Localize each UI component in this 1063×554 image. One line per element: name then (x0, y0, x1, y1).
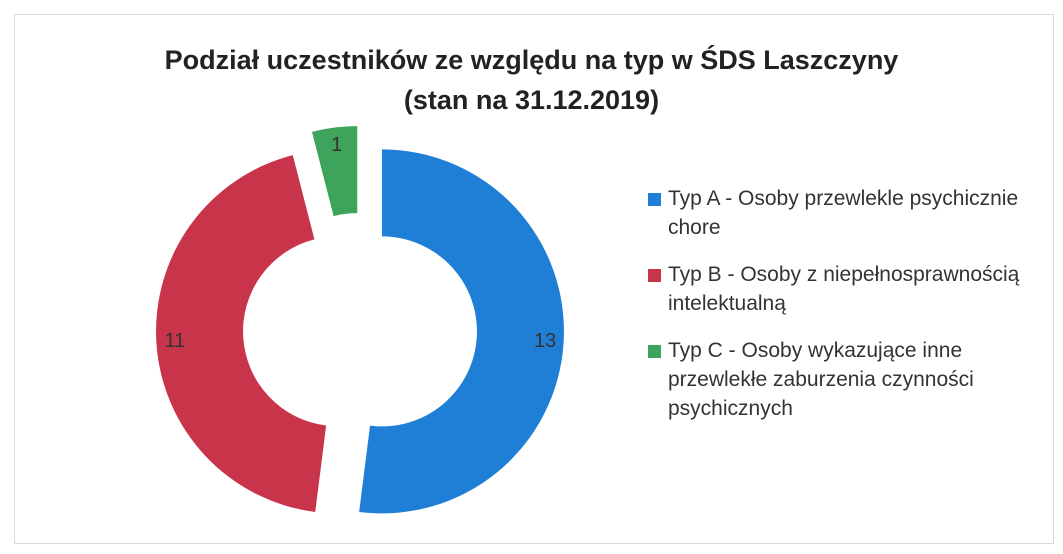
donut-slice (359, 149, 564, 514)
donut-slice (311, 126, 358, 217)
legend-swatch (648, 269, 661, 282)
legend-label: Typ C - Osoby wykazujące inne przewlekłe… (668, 339, 974, 420)
legend-swatch (648, 193, 661, 206)
chart-title: Podział uczestników ze względu na typ w … (164, 45, 899, 75)
data-label: 11 (164, 330, 185, 352)
legend-label: Typ A - Osoby przewlekle psychicznie cho… (668, 187, 1019, 239)
legend-label: Typ B - Osoby z niepełnosprawnością inte… (668, 263, 1020, 315)
data-label: 13 (534, 330, 556, 352)
legend-item: Typ A - Osoby przewlekle psychicznie cho… (648, 184, 1058, 242)
data-label: 1 (331, 134, 342, 156)
legend-item: Typ C - Osoby wykazujące inne przewlekłe… (648, 336, 1058, 423)
chart-title-block: Podział uczestników ze względu na typ w … (0, 40, 1063, 120)
chart-subtitle: (stan na 31.12.2019) (403, 85, 660, 115)
legend-item: Typ B - Osoby z niepełnosprawnością inte… (648, 260, 1058, 318)
legend-swatch (648, 345, 661, 358)
chart-frame (14, 14, 1054, 544)
legend: Typ A - Osoby przewlekle psychicznie cho… (648, 184, 1058, 441)
donut-slice (156, 155, 327, 512)
